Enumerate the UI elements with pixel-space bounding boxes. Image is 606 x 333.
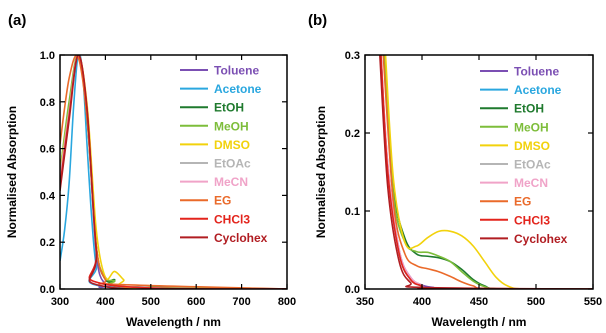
chart-1-ytick-label-0: 0.0 [345,284,360,296]
chart-0-xtick-label-2: 500 [142,296,160,308]
chart-1-legend-label-3: MeOH [514,120,549,134]
chart-0-xtick-label-5: 800 [278,296,296,308]
chart-0-xlabel: Wavelength / nm [126,315,221,329]
chart-1-xlabel: Wavelength / nm [432,315,527,329]
chart-0-xtick-label-1: 400 [96,296,114,308]
chart-0-ytick-label-1: 0.2 [40,237,55,249]
chart-0-panel-label: (a) [8,12,26,29]
chart-0-ytick-label-4: 0.8 [40,97,55,109]
chart-1-legend-label-9: Cyclohex [514,232,568,246]
chart-1-ytick-label-1: 0.1 [345,206,360,218]
chart-1-series-4-line [384,55,593,289]
chart-0-ytick-label-3: 0.6 [40,144,55,156]
chart-0-xtick-label-0: 300 [51,296,69,308]
chart-1: (b) 350 400 450 500 550 0.0 0.1 0.2 0.3 Wavelength… [308,12,602,329]
chart-1-series-group [379,55,593,289]
chart-0-ytick-label-5: 1.0 [40,50,55,62]
chart-0-legend-label-3: MeOH [214,119,249,133]
chart-1-legend-label-4: DMSO [514,139,550,153]
chart-0-ylabel: Normalised Absorption [5,106,19,238]
chart-1-panel-label: (b) [308,12,327,29]
chart-1-legend-label-0: Toluene [514,65,559,79]
chart-0-legend-label-6: MeCN [214,175,248,189]
chart-0-series-group [60,55,287,289]
chart-1-ylabel: Normalised Absorption [314,106,328,238]
chart-0-legend-label-0: Toluene [214,64,259,78]
chart-1-xtick-label-4: 550 [584,296,602,308]
chart-1-legend-label-8: CHCl3 [514,213,550,227]
chart-0-ytick-label-2: 0.4 [40,190,56,202]
chart-1-legend-label-1: Acetone [514,83,562,97]
chart-1-series-3-line [383,55,593,289]
chart-1-legend-label-5: EtOAc [514,158,551,172]
chart-1-xtick-label-2: 450 [470,296,488,308]
chart-0-ytick-label-0: 0.0 [40,284,55,296]
chart-0-legend-label-1: Acetone [214,82,262,96]
chart-0-plot-frame [59,54,288,290]
chart-1-xtick-label-0: 350 [356,296,374,308]
chart-0-xtick-label-4: 700 [232,296,250,308]
chart-0-legend-label-8: CHCl3 [214,212,250,226]
chart-1-legend-label-6: MeCN [514,176,548,190]
chart-1-ytick-label-3: 0.3 [345,50,360,62]
chart-0-legend-label-5: EtOAc [214,157,251,171]
chart-1-legend-label-7: EG [514,195,531,209]
chart-1-series-8-line [380,55,593,289]
chart-1-xtick-label-3: 500 [527,296,545,308]
chart-0-xtick-label-3: 600 [187,296,205,308]
chart-1-ytick-label-2: 0.2 [345,128,360,140]
chart-0-legend-label-7: EG [214,194,231,208]
chart-0-legend-label-4: DMSO [214,138,250,152]
chart-0-legend-label-9: Cyclohex [214,231,268,245]
chart-1-legend: Toluene Acetone EtOH MeOH DMSO EtOAc MeCN EG CHC… [480,65,568,246]
chart-1-legend-label-2: EtOH [514,102,544,116]
chart-0: (a) 300 400 500 600 700 800 0.0 0.2 0.4 0.6 0.8 1.0 W… [5,12,296,329]
chart-0-series-9-line [60,55,287,289]
chart-0-legend-label-2: EtOH [214,101,244,115]
chart-1-xtick-label-1: 400 [413,296,431,308]
chart-0-legend: Toluene Acetone EtOH MeOH DMSO EtOAc MeCN EG CHC… [180,64,268,245]
